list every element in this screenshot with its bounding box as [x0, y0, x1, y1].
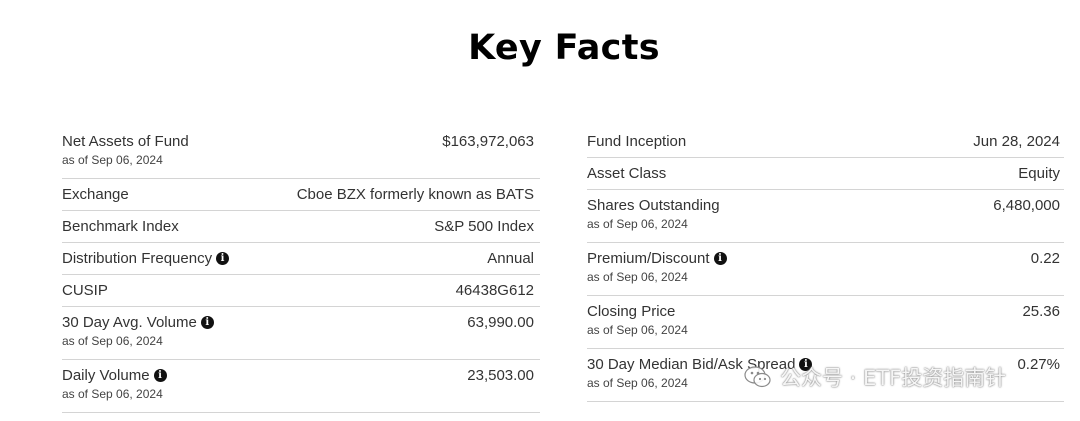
- fact-row-net-assets: Net Assets of Fund as of Sep 06, 2024 $1…: [62, 126, 540, 179]
- fact-row-distribution-frequency: Distribution Frequency i Annual: [62, 243, 540, 275]
- fact-value: 0.27%: [1017, 356, 1060, 373]
- fact-row-asset-class: Asset Class Equity: [587, 158, 1064, 190]
- key-facts-right-column: Fund Inception Jun 28, 2024 Asset Class …: [587, 126, 1064, 402]
- info-icon[interactable]: i: [200, 316, 214, 329]
- fact-value: 63,990.00: [467, 314, 534, 331]
- watermark-text: 公众号 · ETF投资指南针: [780, 366, 1007, 390]
- fact-row-bid-ask-spread: 30 Day Median Bid/Ask Spread i as of Sep…: [587, 349, 1064, 402]
- fact-label: Benchmark Index: [62, 218, 179, 235]
- fact-value: Annual: [487, 250, 534, 267]
- fact-value: $163,972,063: [442, 133, 534, 150]
- fact-as-of-date: as of Sep 06, 2024: [587, 270, 688, 284]
- fact-value: S&P 500 Index: [434, 218, 534, 235]
- fact-label: Exchange: [62, 186, 129, 203]
- fact-label: Asset Class: [587, 165, 667, 182]
- fact-row-30-day-avg-volume: 30 Day Avg. Volume i as of Sep 06, 2024 …: [62, 307, 540, 360]
- fact-value: Cboe BZX formerly known as BATS: [296, 186, 534, 203]
- fact-label: Closing Price: [587, 303, 676, 320]
- fact-label: Shares Outstanding: [587, 197, 720, 214]
- fact-label: Net Assets of Fund: [62, 133, 189, 150]
- fact-label: Distribution Frequency i: [62, 250, 230, 267]
- info-icon[interactable]: i: [153, 369, 167, 382]
- fact-row-daily-volume: Daily Volume i as of Sep 06, 2024 23,503…: [62, 360, 540, 413]
- info-icon[interactable]: i: [216, 252, 230, 265]
- fact-as-of-date: as of Sep 06, 2024: [587, 323, 688, 337]
- fact-label: 30 Day Avg. Volume i: [62, 314, 214, 331]
- key-facts-left-column: Net Assets of Fund as of Sep 06, 2024 $1…: [62, 126, 540, 413]
- fact-row-exchange: Exchange Cboe BZX formerly known as BATS: [62, 179, 540, 211]
- info-icon[interactable]: i: [799, 358, 813, 371]
- fact-value: 0.22: [1030, 250, 1060, 267]
- fact-value: 6,480,000: [993, 197, 1060, 214]
- fact-label: 30 Day Median Bid/Ask Spread i: [587, 356, 813, 373]
- fact-value: Jun 28, 2024: [973, 133, 1060, 150]
- fact-label: Premium/Discount i: [587, 250, 727, 267]
- page-title: Key Facts: [468, 28, 660, 68]
- fact-as-of-date: as of Sep 06, 2024: [587, 376, 688, 390]
- fact-label: Fund Inception: [587, 133, 687, 150]
- fact-as-of-date: as of Sep 06, 2024: [62, 334, 163, 348]
- fact-label: CUSIP: [62, 282, 108, 299]
- fact-row-fund-inception: Fund Inception Jun 28, 2024: [587, 126, 1064, 158]
- fact-as-of-date: as of Sep 06, 2024: [587, 217, 688, 231]
- fact-label: Daily Volume i: [62, 367, 167, 384]
- info-icon[interactable]: i: [713, 252, 727, 265]
- fact-as-of-date: as of Sep 06, 2024: [62, 153, 163, 167]
- watermark: 公众号 · ETF投资指南针: [744, 362, 1006, 392]
- fact-row-shares-outstanding: Shares Outstanding as of Sep 06, 2024 6,…: [587, 190, 1064, 243]
- fact-row-closing-price: Closing Price as of Sep 06, 2024 25.36: [587, 296, 1064, 349]
- fact-row-benchmark-index: Benchmark Index S&P 500 Index: [62, 211, 540, 243]
- fact-row-premium-discount: Premium/Discount i as of Sep 06, 2024 0.…: [587, 243, 1064, 296]
- fact-value: 25.36: [1022, 303, 1060, 320]
- wechat-icon: [744, 366, 771, 388]
- fact-as-of-date: as of Sep 06, 2024: [62, 387, 163, 401]
- fact-value: 23,503.00: [467, 367, 534, 384]
- fact-value: Equity: [1018, 165, 1060, 182]
- fact-value: 46438G612: [455, 282, 534, 299]
- fact-row-cusip: CUSIP 46438G612: [62, 275, 540, 307]
